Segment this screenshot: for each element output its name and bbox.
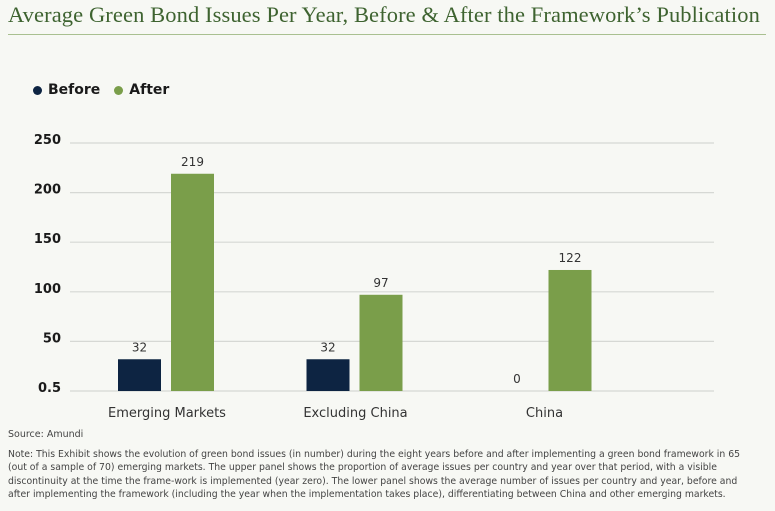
legend-item-after: After <box>114 82 169 98</box>
bar-before <box>306 359 350 391</box>
data-label: 97 <box>373 276 388 290</box>
x-category-label: Excluding China <box>303 406 407 421</box>
bar-after <box>359 294 403 391</box>
legend-swatch-before <box>33 85 42 95</box>
legend-label-after: After <box>129 82 170 98</box>
title-divider <box>8 34 766 35</box>
data-label: 32 <box>320 340 335 354</box>
legend-item-before: Before <box>33 82 100 98</box>
legend: Before After <box>33 82 183 98</box>
y-tick-label: 100 <box>34 282 61 297</box>
x-category-label: China <box>526 406 563 421</box>
bar-after <box>548 269 592 391</box>
chart-title: Average Green Bond Issues Per Year, Befo… <box>8 2 760 27</box>
x-category-label: Emerging Markets <box>108 406 226 421</box>
bar-after <box>171 173 214 391</box>
y-tick-label: 200 <box>34 183 61 198</box>
data-label: 122 <box>559 251 582 265</box>
y-tick-label: 0.5 <box>38 381 61 396</box>
data-label: 0 <box>513 372 521 386</box>
legend-label-before: Before <box>48 82 101 98</box>
y-tick-label: 150 <box>34 232 61 247</box>
data-label: 32 <box>132 340 147 354</box>
note-text: Note: This Exhibit shows the evolution o… <box>8 449 741 501</box>
data-label: 219 <box>181 155 204 169</box>
y-tick-label: 50 <box>43 331 61 346</box>
bar-chart: 0.5 50 100 150 200 250 Emerging Markets 32 219 Ex… <box>34 133 714 421</box>
legend-swatch-after <box>114 85 124 95</box>
y-tick-label: 250 <box>34 133 61 148</box>
bar-before <box>118 359 161 391</box>
source-text: Source: Amundi <box>8 429 84 440</box>
